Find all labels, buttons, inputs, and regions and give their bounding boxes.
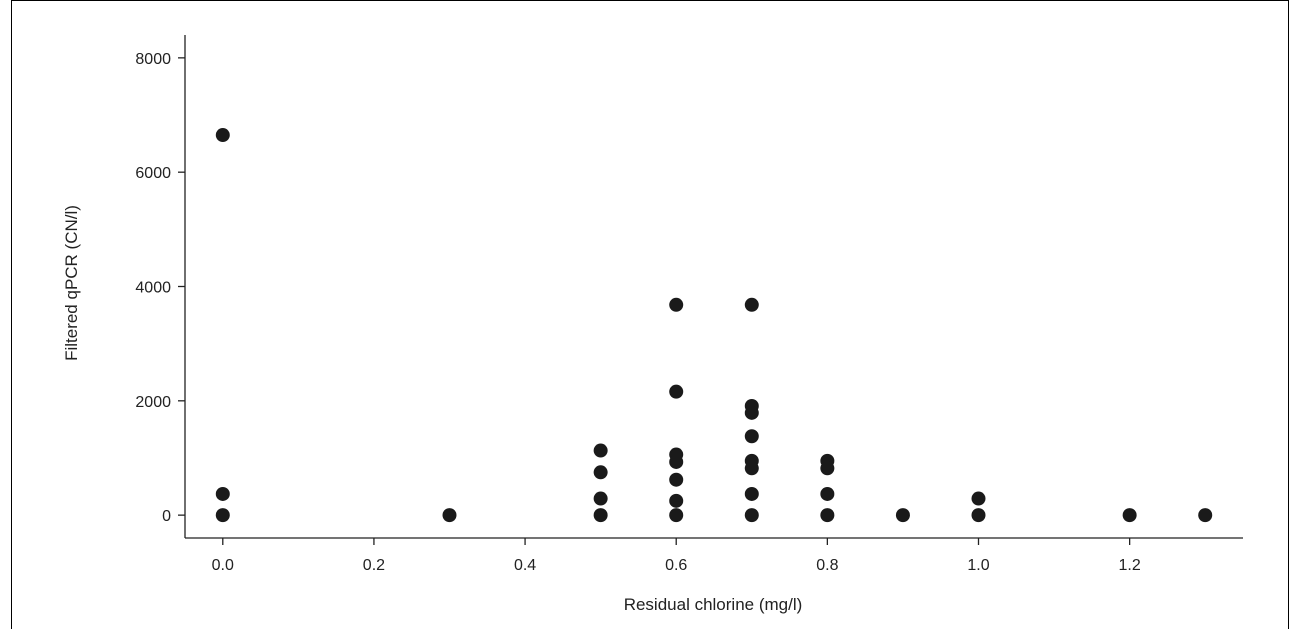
axes [184, 35, 1243, 539]
data-point [895, 508, 910, 523]
x-tick-label: 0.0 [212, 557, 234, 574]
data-point [820, 461, 835, 476]
y-tick-label: 4000 [135, 280, 171, 297]
y-tick-label: 6000 [135, 165, 171, 182]
data-point [971, 508, 986, 523]
data-point [1198, 508, 1213, 523]
data-point [215, 508, 230, 523]
data-point [744, 461, 759, 476]
x-tick-label: 0.8 [816, 557, 838, 574]
y-tick-label: 0 [162, 508, 171, 525]
data-point [820, 486, 835, 501]
data-point [1122, 508, 1137, 523]
x-tick-label: 0.6 [665, 557, 687, 574]
data-point [669, 384, 684, 399]
data-point [215, 128, 230, 143]
x-tick-label: 1.2 [1119, 557, 1141, 574]
data-point [820, 508, 835, 523]
data-point [669, 297, 684, 312]
x-tick-label: 1.0 [967, 557, 989, 574]
data-point [744, 508, 759, 523]
x-tick-label: 0.2 [363, 557, 385, 574]
data-point [744, 486, 759, 501]
x-ticks: 0.0 0.2 0.4 0.6 0.8 1.0 1.2 [212, 538, 1141, 574]
data-point [971, 491, 986, 506]
data-point [593, 465, 608, 480]
data-point [593, 491, 608, 506]
data-point [442, 508, 457, 523]
data-points [215, 128, 1213, 523]
data-point [593, 443, 608, 458]
data-point [669, 454, 684, 469]
data-point [744, 429, 759, 444]
chart-frame [11, 0, 1289, 629]
x-tick-label: 0.4 [514, 557, 536, 574]
data-point [669, 493, 684, 508]
data-point [669, 508, 684, 523]
data-point [669, 472, 684, 487]
y-tick-label: 8000 [135, 51, 171, 68]
data-point [593, 508, 608, 523]
data-point [744, 405, 759, 420]
y-ticks: 0 2000 4000 6000 8000 [135, 51, 185, 525]
data-point [744, 297, 759, 312]
x-axis-title: Residual chlorine (mg/l) [624, 595, 803, 614]
y-tick-label: 2000 [135, 394, 171, 411]
data-point [215, 486, 230, 501]
y-axis-title: Filtered qPCR (CN/l) [62, 205, 81, 361]
